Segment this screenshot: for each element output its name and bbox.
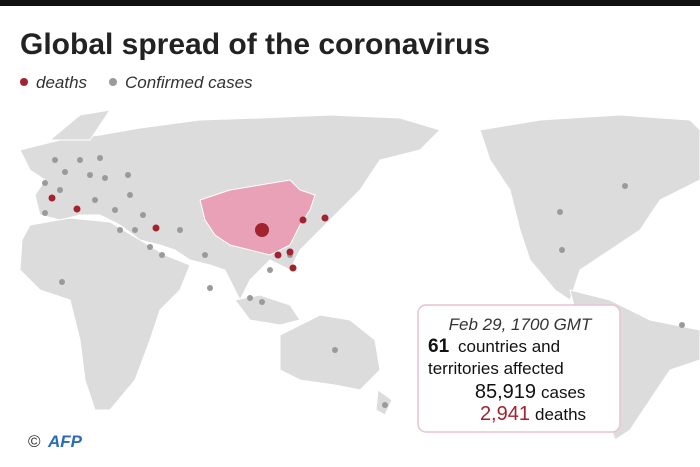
deaths-text: deaths (535, 405, 586, 424)
countries-number: 61 (428, 336, 450, 357)
countries-text-2: territories affected (428, 359, 564, 378)
top-bar (0, 0, 700, 6)
legend-death-dot (20, 78, 28, 86)
cases-text: cases (541, 383, 585, 402)
agency: AFP (47, 432, 83, 451)
title: Global spread of the coronavirus (20, 28, 490, 61)
info-date: Feb 29, 1700 GMT (449, 315, 593, 334)
legend-deaths: deaths (36, 73, 88, 92)
countries-text: countries and (458, 337, 560, 356)
info-box (417, 304, 621, 433)
china (199, 179, 316, 256)
cases-number: 85,919 (475, 381, 536, 403)
death-dots (48, 194, 329, 272)
legend-cases: Confirmed cases (125, 73, 253, 92)
deaths-number: 2,941 (480, 403, 530, 425)
legend-case-dot (109, 78, 117, 86)
copyright: © (28, 432, 41, 451)
case-dots (42, 155, 685, 408)
